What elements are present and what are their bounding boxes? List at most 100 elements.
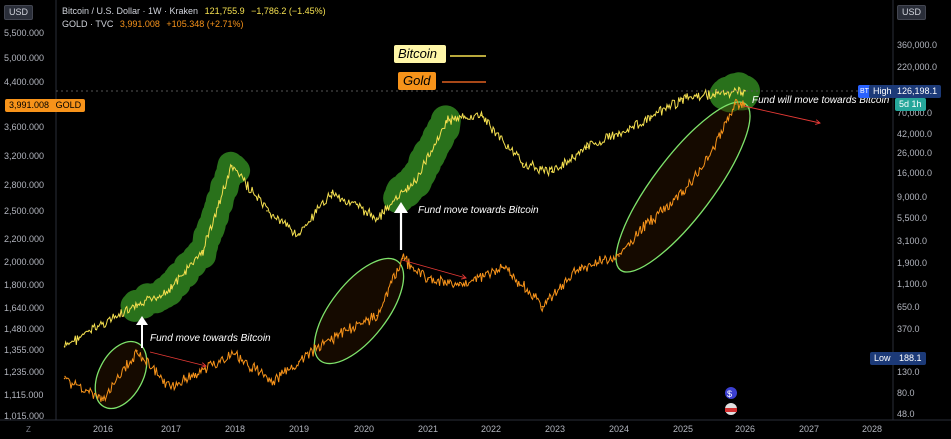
gold-point xyxy=(503,266,505,269)
low-label: Low xyxy=(874,353,891,363)
x-tick-label: 2022 xyxy=(481,424,501,434)
right-tick-label: 3,100.0 xyxy=(897,236,927,246)
gold-point xyxy=(744,103,746,105)
x-tick-label: 2028 xyxy=(862,424,882,434)
btc-point xyxy=(298,234,300,236)
gold-point xyxy=(541,305,543,308)
left-tick-label: 3,600.000 xyxy=(4,122,44,132)
gold-tag-box xyxy=(398,72,436,90)
gold-price-label: 3,991.008 GOLD xyxy=(5,99,86,112)
legend-gold: GOLD · TVC 3,991.008 +105.348 (+2.71%) xyxy=(62,19,243,29)
gold-point xyxy=(376,314,378,317)
gold-point xyxy=(234,353,236,356)
gold-price-tag: GOLD xyxy=(55,100,82,110)
x-tick-label: 2023 xyxy=(545,424,565,434)
x-axis-ticks: 2016 2017 2018 2019 2020 2021 2022 2023 2024 2025… xyxy=(93,424,882,434)
high-value: 126,198.1 xyxy=(897,86,938,96)
right-tick-label: 360,000.0 xyxy=(897,40,937,50)
left-axis-ticks: 5,500.000 5,000.000 4,400.000 3,600.000 3,20… xyxy=(4,28,44,421)
gold-point xyxy=(63,377,66,380)
btc-point xyxy=(136,306,138,308)
btc-point xyxy=(682,97,684,100)
gold-point xyxy=(202,368,204,370)
btc-point xyxy=(102,322,104,324)
btc-point xyxy=(480,114,483,117)
left-tick-label: 2,000.000 xyxy=(4,257,44,267)
right-tick-label: 9,000.0 xyxy=(897,192,927,202)
annotation-fund-move-3: Fund will move towards Bitcoin xyxy=(752,95,890,106)
event-icon[interactable]: $ xyxy=(725,387,737,415)
gold-point xyxy=(682,192,684,195)
right-tick-label: 26,000.0 xyxy=(897,148,932,158)
btc-point xyxy=(202,249,204,252)
right-tick-label: 1,100.0 xyxy=(897,279,927,289)
legend-gold-change: +105.348 (+2.71%) xyxy=(166,19,244,29)
right-tick-label: 48.0 xyxy=(897,409,915,419)
series-layer xyxy=(63,86,746,403)
left-tick-label: 5,000.000 xyxy=(4,53,44,63)
left-tick-label: 1,800.000 xyxy=(4,280,44,290)
btc-point xyxy=(744,89,746,92)
left-tick-label: 3,200.000 xyxy=(4,151,44,161)
gold-point xyxy=(102,399,104,401)
corner-button[interactable]: Z xyxy=(26,425,31,434)
gold-point xyxy=(272,381,275,384)
btc-point xyxy=(231,165,233,167)
left-tick-label: 4,400.000 xyxy=(4,77,44,87)
legend-btc: Bitcoin / U.S. Dollar · 1W · Kraken 121,… xyxy=(62,6,326,16)
countdown-chip: 5d 1h xyxy=(895,98,926,111)
x-tick-label: 2026 xyxy=(735,424,755,434)
x-tick-label: 2024 xyxy=(609,424,629,434)
x-tick-label: 2018 xyxy=(225,424,245,434)
gold-point xyxy=(650,219,652,221)
legend-btc-value: 121,755.9 xyxy=(204,6,245,16)
gold-point xyxy=(401,257,404,260)
low-value: 188.1 xyxy=(899,353,922,363)
left-tick-label: 1,235.000 xyxy=(4,367,44,377)
left-tick-label: 1,115.000 xyxy=(4,390,43,400)
btc-point xyxy=(63,345,66,348)
annotation-fund-move-2: Fund move towards Bitcoin xyxy=(418,205,539,216)
gold-point xyxy=(136,350,138,352)
btc-point xyxy=(330,191,333,194)
x-tick-label: 2025 xyxy=(673,424,693,434)
right-tick-label: 42,000.0 xyxy=(897,129,932,139)
right-tick-label: 1,900.0 xyxy=(897,258,927,268)
left-tick-label: 1,355.000 xyxy=(4,345,44,355)
right-axis-ticks: 360,000.0 220,000.0 70,000.0 42,000.0 26,000… xyxy=(897,40,937,419)
btc-point xyxy=(446,119,448,122)
btc-point xyxy=(522,163,524,165)
btc-series-line xyxy=(64,86,746,348)
gold-tag-label: Gold xyxy=(403,73,431,88)
left-unit-button[interactable]: USD xyxy=(4,5,34,20)
gold-point xyxy=(330,338,333,340)
x-tick-label: 2021 xyxy=(418,424,438,434)
gold-point xyxy=(713,147,715,150)
btc-point xyxy=(170,287,172,289)
right-tick-label: 5,500.0 xyxy=(897,213,927,223)
right-tick-label: 130.0 xyxy=(897,367,920,377)
left-tick-label: 2,800.000 xyxy=(4,180,44,190)
legend-btc-change: −1,786.2 (−1.45%) xyxy=(251,6,326,16)
gold-ellipse-2020 xyxy=(313,257,405,365)
high-chip: High 126,198.1 xyxy=(869,85,942,98)
x-tick-label: 2027 xyxy=(799,424,819,434)
up-arrow-1 xyxy=(136,316,148,348)
right-tick-label: 16,000.0 xyxy=(897,168,932,178)
btc-point xyxy=(414,180,417,183)
red-arrow-2021 xyxy=(401,259,467,280)
gold-point xyxy=(618,255,620,257)
right-unit-button[interactable]: USD xyxy=(897,5,927,20)
legend-gold-title: GOLD · TVC xyxy=(62,19,114,29)
left-tick-label: 1,640.000 xyxy=(4,303,44,313)
gold-point xyxy=(298,360,300,363)
gold-point xyxy=(458,284,461,286)
right-tick-label: 80.0 xyxy=(897,388,915,398)
gold-point xyxy=(579,266,582,269)
annotation-arrows xyxy=(149,105,821,368)
low-chip: Low 188.1 xyxy=(870,352,926,365)
left-tick-label: 2,500.000 xyxy=(4,206,44,216)
right-tick-label: 650.0 xyxy=(897,302,920,312)
